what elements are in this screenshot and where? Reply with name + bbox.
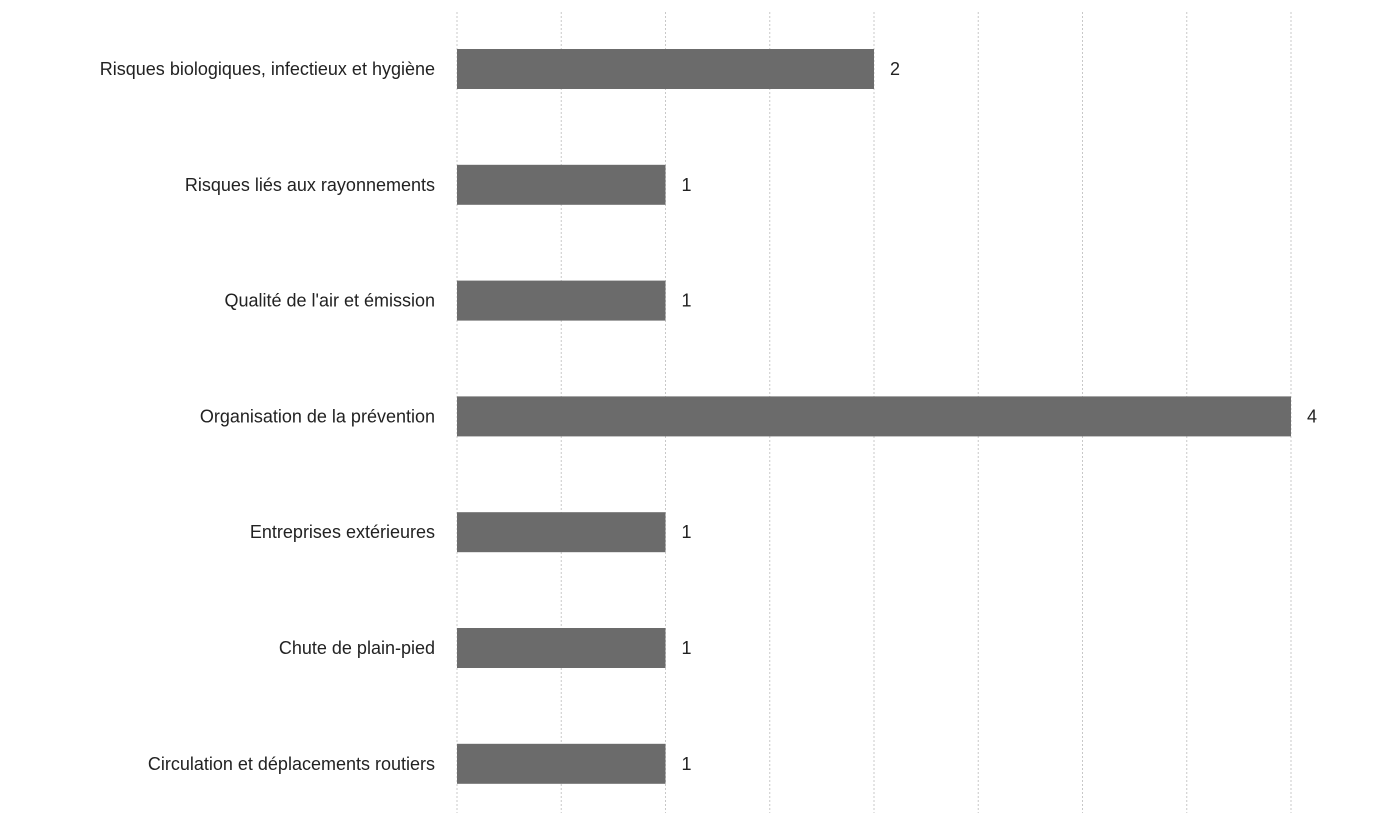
bar xyxy=(457,628,666,668)
category-label: Qualité de l'air et émission xyxy=(224,291,435,311)
data-label: 1 xyxy=(682,291,692,311)
bars xyxy=(457,49,1291,784)
data-label: 4 xyxy=(1307,406,1317,426)
data-label: 1 xyxy=(682,638,692,658)
category-label: Organisation de la prévention xyxy=(200,406,435,426)
data-label: 1 xyxy=(682,522,692,542)
category-label: Risques biologiques, infectieux et hygiè… xyxy=(100,59,435,79)
category-label: Entreprises extérieures xyxy=(250,522,435,542)
data-labels: 2 1 1 4 1 1 1 xyxy=(682,59,1318,774)
category-labels: Risques biologiques, infectieux et hygiè… xyxy=(100,59,435,774)
bar xyxy=(457,396,1291,437)
category-label: Circulation et déplacements routiers xyxy=(148,754,435,774)
bar xyxy=(457,49,874,89)
data-label: 2 xyxy=(890,59,900,79)
category-label: Risques liés aux rayonnements xyxy=(185,175,435,195)
category-label: Chute de plain-pied xyxy=(279,638,435,658)
bar xyxy=(457,512,666,553)
bar xyxy=(457,280,666,321)
data-label: 1 xyxy=(682,754,692,774)
bar xyxy=(457,164,666,205)
data-label: 1 xyxy=(682,175,692,195)
bar xyxy=(457,743,666,784)
